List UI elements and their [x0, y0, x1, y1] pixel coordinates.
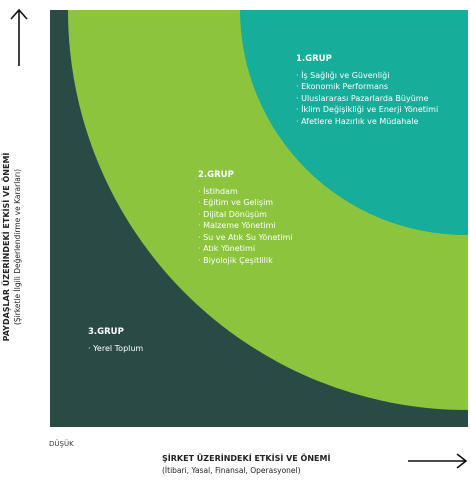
- low-label: DÜŞÜK: [49, 440, 74, 448]
- x-axis-subtitle: (İtibari, Yasal, Finansal, Operasyonel): [162, 466, 301, 475]
- y-axis-title: PAYDAŞLAR ÜZERİNDEKİ ETKİSİ VE ÖNEMİ: [2, 152, 11, 342]
- list-item: Yerel Toplum: [88, 343, 143, 355]
- group-2-list: İstihdam Eğitim ve Gelişim Dijital Dönüş…: [198, 186, 293, 267]
- list-item: Biyolojik Çeşitlilik: [198, 255, 293, 267]
- list-item: İş Sağlığı ve Güvenliği: [296, 70, 438, 82]
- y-axis-label: PAYDAŞLAR ÜZERİNDEKİ ETKİSİ VE ÖNEMİ (Şi…: [1, 67, 31, 427]
- list-item: İklim Değişikliği ve Enerji Yönetimi: [296, 104, 438, 116]
- y-axis-subtitle: (Şirketle İlgili Değerlendirme ve Kararl…: [13, 169, 22, 326]
- list-item: Su ve Atık Su Yönetimi: [198, 232, 293, 244]
- x-axis-label: ŞİRKET ÜZERİNDEKİ ETKİSİ VE ÖNEMİ (İtiba…: [162, 453, 330, 477]
- x-axis-title: ŞİRKET ÜZERİNDEKİ ETKİSİ VE ÖNEMİ: [162, 454, 331, 463]
- group-3-title: 3.GRUP: [88, 327, 124, 337]
- group-2-title: 2.GRUP: [198, 170, 234, 180]
- group-1-list: İş Sağlığı ve Güvenliği Ekonomik Perform…: [296, 70, 438, 128]
- group-1: 1.GRUP İş Sağlığı ve Güvenliği Ekonomik …: [296, 54, 438, 127]
- group-3-list: Yerel Toplum: [88, 343, 143, 355]
- list-item: Uluslararası Pazarlarda Büyüme: [296, 93, 438, 105]
- list-item: Afetlere Hazırlık ve Müdahale: [296, 116, 438, 128]
- group-2: 2.GRUP İstihdam Eğitim ve Gelişim Dijita…: [198, 170, 293, 266]
- list-item: Malzeme Yönetimi: [198, 220, 293, 232]
- x-axis-arrow-icon: [408, 453, 468, 469]
- group-3: 3.GRUP Yerel Toplum: [88, 327, 143, 354]
- list-item: Eğitim ve Gelişim: [198, 197, 293, 209]
- group-1-title: 1.GRUP: [296, 54, 332, 64]
- list-item: Dijital Dönüşüm: [198, 209, 293, 221]
- y-axis-arrow-icon: [10, 8, 28, 66]
- list-item: İstihdam: [198, 186, 293, 198]
- list-item: Atık Yönetimi: [198, 243, 293, 255]
- materiality-plot: 1.GRUP İş Sağlığı ve Güvenliği Ekonomik …: [50, 10, 468, 427]
- list-item: Ekonomik Performans: [296, 81, 438, 93]
